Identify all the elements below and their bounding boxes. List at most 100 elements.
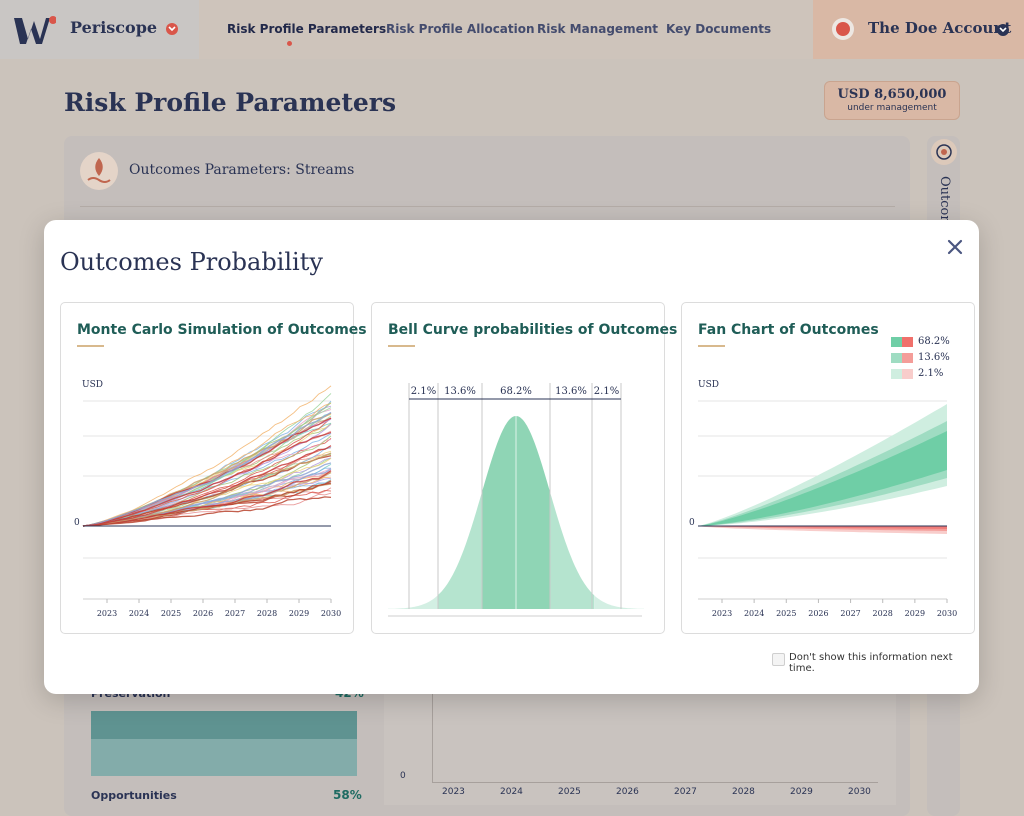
- tick-label: 2029: [790, 787, 813, 797]
- simulation-line: [82, 431, 332, 527]
- zero-label: 0: [74, 518, 80, 528]
- legend-label: 13.6%: [918, 352, 950, 363]
- title-underline: [698, 345, 725, 347]
- tick-label: 2025: [161, 609, 181, 618]
- title-underline: [77, 345, 104, 347]
- side-panel-label: Outcom: [937, 176, 952, 228]
- nav-risk-profile-parameters[interactable]: Risk Profile Parameters: [227, 22, 387, 36]
- tick-label: 2027: [225, 609, 245, 618]
- tick-label: 2025: [776, 609, 796, 618]
- fan-band-red-inner: [698, 526, 947, 529]
- chart-title: Monte Carlo Simulation of Outcomes: [77, 322, 367, 338]
- simulation-line: [82, 452, 332, 527]
- legend-swatch: [891, 369, 913, 379]
- opportunities-percent: 58%: [333, 788, 362, 802]
- background-chart-zero-label: 0: [400, 771, 406, 781]
- tick-label: 2023: [442, 787, 465, 797]
- tick-label: 2024: [744, 609, 764, 618]
- fan-band-inner: [698, 431, 947, 526]
- y-axis-label: USD: [82, 380, 103, 390]
- fan-chart: USD 0 2023 2024 2025 2026 2027 2028 2029 2030: [689, 380, 957, 618]
- simulation-line: [82, 496, 332, 527]
- probability-band: [437, 491, 482, 609]
- nav-key-documents[interactable]: Key Documents: [666, 22, 772, 36]
- card-title: Outcomes Parameters: Streams: [129, 162, 355, 178]
- tick-label: 2029: [289, 609, 309, 618]
- modal-title: Outcomes Probability: [60, 248, 323, 276]
- tick-label: 2028: [732, 787, 755, 797]
- simulation-line: [82, 411, 332, 527]
- nav-risk-management[interactable]: Risk Management: [537, 22, 658, 36]
- probability-band: [594, 595, 644, 609]
- legend-label: 2.1%: [918, 368, 944, 379]
- legend-label: 68.2%: [918, 336, 950, 347]
- tick-label: 2028: [873, 609, 893, 618]
- bell-curve-chart: 2.1% 13.6% 68.2% 13.6% 2.1%: [388, 383, 644, 617]
- probability-band: [388, 595, 438, 609]
- chart-title: Fan Chart of Outcomes: [698, 322, 879, 338]
- fan-chart-panel: Fan Chart of Outcomes 68.2% 13.6% 2.1% U…: [681, 302, 975, 634]
- account-name: The Doe Account: [868, 19, 1012, 37]
- tick-label: 2030: [937, 609, 957, 618]
- opportunities-bar: [91, 739, 357, 776]
- periscope-logo-icon: [14, 16, 56, 44]
- top-nav-bar: Periscope Risk Profile Parameters Risk P…: [0, 0, 1024, 59]
- nav-risk-profile-allocation[interactable]: Risk Profile Allocation: [386, 22, 535, 36]
- aum-value: USD 8,650,000: [837, 87, 947, 102]
- monte-carlo-chart: USD 0 2023 2024 2025 2026 2027 2028 2029 2030: [74, 380, 341, 618]
- aum-badge: USD 8,650,000 under management: [824, 81, 960, 120]
- tick-label: 2027: [840, 609, 860, 618]
- legend-swatch: [891, 337, 913, 347]
- preservation-bar: [91, 711, 357, 739]
- divider: [80, 206, 895, 207]
- tick-label: 2025: [558, 787, 581, 797]
- band-label: 2.1%: [594, 386, 619, 397]
- band-label: 13.6%: [444, 386, 476, 397]
- dont-show-again-checkbox[interactable]: [772, 653, 785, 666]
- probability-band: [550, 491, 595, 609]
- streams-icon: [80, 152, 118, 190]
- band-label: 2.1%: [411, 386, 436, 397]
- simulation-line: [82, 455, 332, 527]
- account-switcher[interactable]: The Doe Account: [813, 0, 1024, 59]
- tick-label: 2027: [674, 787, 697, 797]
- side-panel-icon: [931, 139, 957, 165]
- background-chart-x-axis: [432, 782, 878, 783]
- y-axis-label: USD: [698, 380, 719, 390]
- opportunities-label: Opportunities: [91, 789, 177, 802]
- user-avatar-icon: [832, 18, 854, 40]
- chevron-down-icon[interactable]: [166, 23, 178, 35]
- simulation-line: [82, 445, 332, 527]
- outcomes-probability-modal: Outcomes Probability Monte Carlo Simulat…: [44, 220, 979, 694]
- band-label: 68.2%: [500, 386, 532, 397]
- bell-curve-panel: Bell Curve probabilities of Outcomes 2.1…: [371, 302, 677, 634]
- tick-label: 2026: [193, 609, 213, 618]
- monte-carlo-panel: Monte Carlo Simulation of Outcomes USD 0…: [60, 302, 367, 634]
- zero-label: 0: [689, 518, 695, 528]
- tick-label: 2030: [321, 609, 341, 618]
- page-title: Risk Profile Parameters: [64, 88, 397, 117]
- tick-label: 2023: [712, 609, 732, 618]
- chart-title: Bell Curve probabilities of Outcomes: [388, 322, 678, 338]
- tick-label: 2029: [905, 609, 925, 618]
- tick-label: 2028: [257, 609, 277, 618]
- simulation-line: [82, 423, 332, 527]
- fan-band-outer: [698, 404, 947, 526]
- active-nav-indicator: [287, 41, 292, 46]
- close-icon[interactable]: [944, 236, 966, 258]
- simulation-line: [82, 385, 332, 527]
- chevron-down-icon[interactable]: [997, 24, 1009, 36]
- tick-label: 2024: [500, 787, 523, 797]
- background-chart-y-axis: [432, 690, 433, 782]
- legend-swatch: [891, 353, 913, 363]
- tick-label: 2030: [848, 787, 871, 797]
- tick-label: 2024: [129, 609, 149, 618]
- aum-label: under management: [847, 103, 937, 113]
- tick-label: 2026: [808, 609, 828, 618]
- background-chart: [384, 690, 896, 805]
- brand-switcher[interactable]: Periscope: [0, 0, 199, 59]
- tick-label: 2026: [616, 787, 639, 797]
- tick-label: 2023: [97, 609, 117, 618]
- app-name: Periscope: [70, 18, 158, 37]
- title-underline: [388, 345, 415, 347]
